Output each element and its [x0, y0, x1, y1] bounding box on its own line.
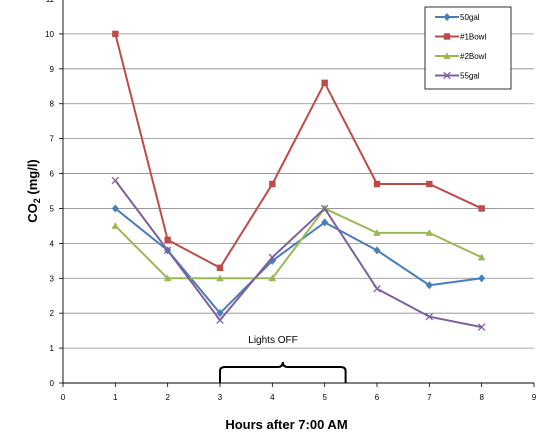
- y-tick-label-3: 3: [50, 274, 55, 283]
- series-2-point-7: [425, 229, 434, 236]
- x-axis-title: Hours after 7:00 AM: [225, 417, 347, 432]
- series-0-point-8: [478, 274, 486, 283]
- y-tick-label-11: 11: [46, 0, 55, 4]
- x-tick-label-8: 8: [479, 393, 484, 402]
- y-axis-title-sub: 2: [32, 198, 42, 203]
- y-tick-label-4: 4: [50, 239, 55, 248]
- series-1-point-6: [373, 180, 381, 188]
- series-1-line: [114, 33, 483, 269]
- x-tick-labels: 0 1 2 3 4 5 6 7 8 9: [61, 393, 537, 402]
- series-1-point-5: [321, 79, 328, 86]
- legend-entry-1-label: #1Bowl: [460, 33, 486, 42]
- lights-off-annotation: Lights OFF: [219, 335, 347, 383]
- series-layer: [111, 30, 486, 331]
- series-3-point-2: [163, 246, 172, 255]
- series-3: [111, 176, 486, 331]
- series-3-point-3-stroke-b: [216, 316, 224, 324]
- series-3-point-7-stroke-b: [425, 312, 434, 321]
- series-2-point-3: [216, 274, 224, 282]
- legend-entry-2-label: #2Bowl: [460, 52, 486, 61]
- x-tick-label-2: 2: [165, 393, 170, 402]
- series-3-point-6-stroke-b: [373, 284, 381, 293]
- legend: 50gal #1Bowl #2Bowl 55gal: [424, 6, 512, 90]
- series-2-line: [114, 207, 483, 280]
- legend-entry-2: #2Bowl: [435, 52, 486, 61]
- series-3-point-2-stroke-b: [163, 246, 172, 255]
- series-2-point-8: [477, 253, 486, 261]
- legend-entry-0-marker: [443, 13, 451, 21]
- axes: [59, 0, 535, 387]
- series-3-point-8-stroke-b: [477, 323, 486, 331]
- y-tick-label-7: 7: [50, 135, 55, 144]
- y-tick-label-9: 9: [50, 65, 55, 74]
- series-3-line: [114, 179, 482, 329]
- series-1-point-7: [426, 180, 433, 188]
- series-3-point-7: [425, 312, 434, 321]
- x-tick-label-0: 0: [61, 393, 66, 402]
- legend-entry-3-marker-stroke-b: [443, 71, 451, 80]
- series-1-point-2: [164, 236, 171, 244]
- series-0-point-3: [216, 309, 224, 318]
- series-1-point-3: [216, 264, 224, 271]
- series-0-point-1: [111, 204, 119, 213]
- y-tick-label-6: 6: [50, 170, 55, 179]
- series-1: [112, 30, 485, 271]
- series-1-point-8: [478, 205, 485, 212]
- series-3-point-1-stroke-b: [111, 176, 120, 185]
- y-tick-labels: 0 1 2 3 4 5 6 7 8 9 10 11: [45, 0, 54, 388]
- series-2-point-1: [111, 222, 120, 229]
- y-axis-title: CO2 (mg/l): [25, 159, 42, 223]
- series-3-point-6: [373, 284, 381, 293]
- series-0-line: [114, 207, 482, 315]
- x-tick-label-3: 3: [218, 393, 223, 402]
- y-axis-title-main: CO: [25, 203, 40, 223]
- x-tick-label-7: 7: [427, 393, 432, 402]
- y-tick-label-10: 10: [45, 30, 54, 39]
- series-1-point-4: [269, 180, 276, 188]
- legend-entry-3-label: 55gal: [460, 72, 480, 81]
- series-3-point-4: [268, 253, 277, 262]
- lights-off-brace: [219, 361, 347, 383]
- series-0: [111, 204, 486, 318]
- y-axis-title-rest: (mg/l): [25, 159, 40, 198]
- x-tick-label-6: 6: [375, 393, 380, 402]
- series-0-point-5: [321, 218, 329, 227]
- series-2-point-6: [373, 229, 381, 236]
- series-0-point-6: [373, 246, 381, 255]
- x-tick-label-9: 9: [532, 393, 537, 402]
- y-tick-label-2: 2: [50, 309, 55, 318]
- legend-entry-3-marker: [443, 71, 451, 80]
- y-tick-label-1: 1: [50, 344, 55, 353]
- legend-entry-1: #1Bowl: [435, 33, 486, 42]
- lights-off-label: Lights OFF: [248, 335, 297, 346]
- legend-entry-1-marker: [443, 33, 451, 40]
- legend-entry-0: 50gal: [435, 13, 480, 22]
- x-tick-label-5: 5: [322, 393, 327, 402]
- series-0-point-7: [425, 281, 433, 290]
- legend-entry-3: 55gal: [435, 72, 480, 81]
- y-tick-label-0: 0: [50, 379, 55, 388]
- series-3-point-8: [477, 323, 486, 331]
- series-3-point-3: [216, 316, 224, 324]
- x-tick-label-4: 4: [270, 393, 275, 402]
- series-2-point-2: [163, 274, 172, 282]
- x-tick-label-1: 1: [113, 393, 118, 402]
- legend-entry-0-label: 50gal: [460, 13, 480, 22]
- series-3-point-4-stroke-b: [268, 253, 277, 262]
- series-3-point-5: [320, 204, 329, 213]
- y-tick-label-5: 5: [50, 204, 55, 213]
- legend-entry-2-marker: [443, 52, 451, 59]
- series-3-point-1: [111, 176, 120, 185]
- series-3-point-5-stroke-b: [320, 204, 329, 213]
- series-2-point-4: [268, 274, 277, 282]
- y-tick-label-8: 8: [50, 100, 55, 109]
- series-1-point-1: [112, 30, 119, 38]
